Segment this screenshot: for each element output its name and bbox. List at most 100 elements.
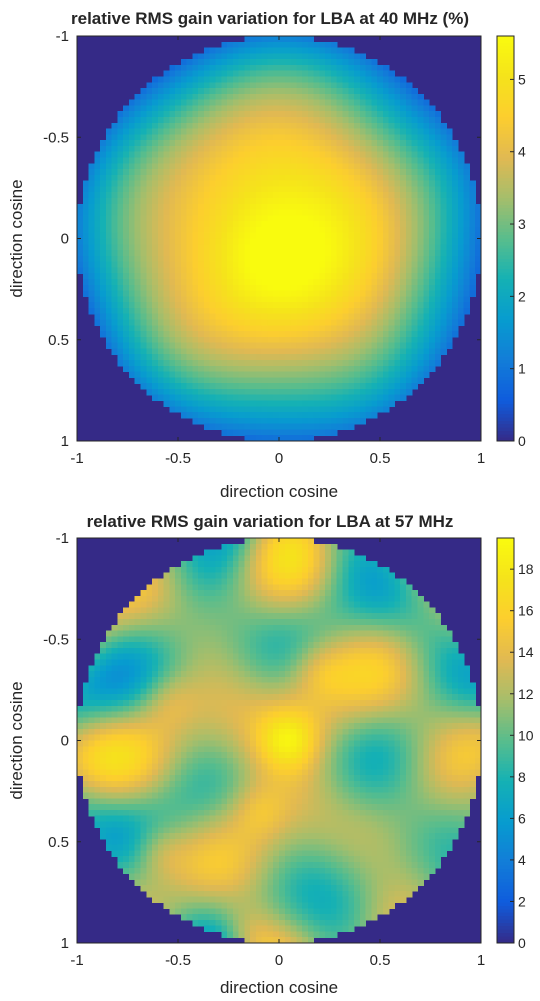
heatmap-cell: [175, 145, 182, 153]
heatmap-cell: [180, 273, 188, 280]
heatmap-cell: [140, 198, 147, 205]
heatmap-cell: [377, 134, 384, 141]
heatmap-cell: [423, 313, 430, 321]
heatmap-cell: [105, 786, 113, 794]
colorbar-segment: [497, 265, 514, 270]
heatmap-cell: [123, 723, 130, 730]
heatmap-cell: [354, 163, 361, 170]
heatmap-cell: [186, 99, 194, 107]
heatmap-cell: [411, 198, 419, 205]
heatmap-cell: [359, 174, 367, 182]
heatmap-cell: [169, 844, 176, 852]
heatmap-cell: [359, 273, 367, 280]
heatmap-cell: [134, 325, 142, 332]
heatmap-cell: [77, 769, 84, 776]
heatmap-cell: [180, 590, 188, 597]
heatmap-cell: [157, 186, 165, 193]
heatmap-cell: [146, 111, 153, 118]
heatmap-cell: [405, 261, 413, 269]
heatmap-cell: [307, 296, 315, 303]
heatmap-cell: [371, 180, 378, 188]
heatmap-cell: [123, 255, 130, 263]
heatmap-cell: [134, 302, 142, 309]
heatmap-cell: [261, 429, 269, 436]
heatmap-cell: [250, 53, 257, 60]
heatmap-cell: [192, 53, 199, 60]
heatmap-cell: [365, 209, 372, 216]
heatmap-cell: [325, 82, 332, 89]
heatmap-cell: [365, 134, 372, 141]
heatmap-cell: [290, 140, 297, 147]
heatmap-cell: [313, 209, 320, 216]
heatmap-cell: [169, 734, 176, 742]
heatmap-cell: [307, 331, 315, 338]
colorbar-segment: [497, 414, 514, 418]
colorbar-segment: [497, 228, 514, 233]
heatmap-cell: [215, 325, 222, 332]
heatmap-cell: [400, 365, 407, 373]
heatmap-cell: [152, 711, 159, 718]
heatmap-cell: [140, 804, 147, 811]
heatmap-cell: [175, 302, 182, 309]
heatmap-cell: [417, 313, 424, 321]
heatmap-cell: [336, 47, 344, 54]
heatmap-cell: [417, 215, 424, 222]
heatmap-cell: [169, 400, 176, 407]
heatmap-cell: [342, 325, 349, 332]
heatmap-cell: [180, 728, 188, 736]
heatmap-cell: [227, 423, 234, 431]
heatmap-cell: [261, 250, 269, 257]
heatmap-cell: [192, 647, 199, 655]
heatmap-cell: [452, 313, 459, 321]
heatmap-cell: [244, 128, 251, 135]
colorbar-segment: [497, 279, 514, 283]
heatmap-cell: [180, 70, 188, 78]
heatmap-cell: [140, 313, 147, 321]
heatmap-cell: [359, 417, 367, 425]
heatmap-cell: [134, 595, 142, 603]
heatmap-cell: [296, 383, 303, 390]
heatmap-cell: [117, 717, 124, 724]
heatmap-cell: [192, 781, 199, 788]
heatmap-cell: [221, 76, 228, 83]
heatmap-cell: [313, 76, 320, 83]
heatmap-cell: [169, 862, 176, 869]
heatmap-cell: [203, 342, 211, 350]
heatmap-cell: [94, 226, 101, 234]
heatmap-cell: [440, 226, 447, 234]
heatmap-cell: [94, 821, 101, 828]
heatmap-cell: [388, 284, 396, 292]
heatmap-cell: [128, 856, 136, 863]
heatmap-cell: [152, 174, 159, 182]
heatmap-cell: [186, 88, 194, 95]
heatmap-cell: [440, 250, 447, 257]
heatmap-cell: [203, 157, 211, 164]
heatmap-cell: [423, 296, 430, 303]
heatmap-cell: [94, 238, 101, 245]
heatmap-cell: [388, 290, 396, 297]
heatmap-cell: [180, 809, 188, 817]
heatmap-cell: [388, 151, 396, 159]
heatmap-cell: [117, 653, 124, 661]
heatmap-cell: [192, 221, 199, 228]
heatmap-cell: [382, 151, 390, 159]
heatmap-cell: [313, 64, 320, 72]
heatmap-cell: [382, 88, 390, 95]
heatmap-cell: [261, 169, 269, 176]
heatmap-cell: [198, 122, 205, 130]
heatmap-cell: [180, 688, 188, 695]
heatmap-cell: [325, 388, 332, 396]
heatmap-cell: [180, 746, 188, 753]
heatmap-cell: [429, 186, 436, 193]
heatmap-cell: [475, 226, 482, 234]
heatmap-cell: [105, 186, 113, 193]
heatmap-cell: [152, 682, 159, 690]
heatmap-cell: [377, 111, 384, 118]
heatmap-cell: [365, 273, 372, 280]
heatmap-cell: [123, 273, 130, 280]
heatmap-cell: [209, 348, 217, 355]
colorbar-segment: [497, 353, 514, 358]
heatmap-cell: [128, 781, 136, 788]
heatmap-cell: [382, 261, 390, 269]
